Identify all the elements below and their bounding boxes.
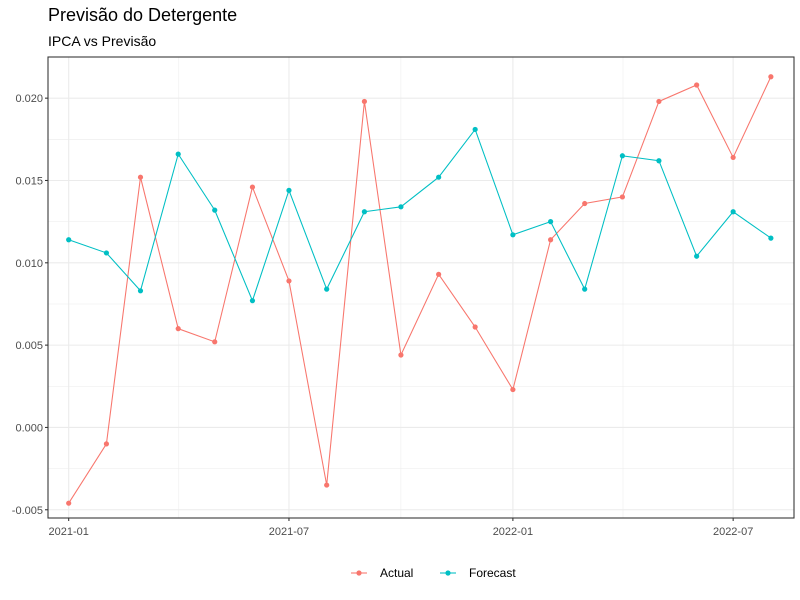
data-point-actual bbox=[286, 278, 292, 284]
data-point-forecast bbox=[66, 237, 72, 243]
data-point-forecast bbox=[436, 174, 442, 180]
legend-key-point bbox=[445, 570, 451, 576]
y-tick-label: 0.020 bbox=[15, 93, 43, 105]
data-point-actual bbox=[510, 386, 516, 393]
data-point-actual bbox=[212, 339, 218, 345]
data-point-actual bbox=[656, 98, 662, 105]
data-point-actual bbox=[103, 441, 110, 447]
legend-label: Forecast bbox=[469, 566, 516, 580]
data-point-forecast bbox=[137, 288, 144, 294]
data-point-forecast bbox=[694, 253, 700, 259]
data-point-forecast bbox=[324, 286, 330, 292]
data-point-actual bbox=[730, 154, 736, 161]
data-point-forecast bbox=[286, 187, 292, 193]
chart-title: Previsão do Detergente bbox=[48, 5, 238, 25]
data-point-actual bbox=[472, 324, 478, 330]
data-point-forecast bbox=[472, 126, 478, 133]
data-point-forecast bbox=[175, 151, 181, 157]
x-tick-label: 2022-07 bbox=[713, 526, 753, 538]
series-line-actual bbox=[68, 76, 772, 504]
data-point-forecast bbox=[619, 153, 626, 159]
data-point-actual bbox=[249, 184, 256, 190]
data-point-actual bbox=[436, 271, 442, 277]
chart-subtitle: IPCA vs Previsão bbox=[48, 33, 157, 49]
series-line-forecast bbox=[68, 128, 772, 303]
data-point-forecast bbox=[361, 209, 368, 215]
y-tick-label: 0.005 bbox=[15, 340, 43, 352]
data-point-actual bbox=[582, 200, 588, 207]
legend-label: Actual bbox=[380, 566, 413, 580]
data-point-forecast bbox=[582, 286, 588, 292]
data-point-actual bbox=[324, 482, 330, 488]
data-point-forecast bbox=[212, 207, 218, 213]
data-point-actual bbox=[175, 326, 181, 332]
legend-item-forecast: Forecast bbox=[440, 566, 516, 580]
legend-key-point bbox=[356, 570, 362, 576]
legend: Actual Forecast bbox=[351, 566, 516, 580]
axes: -0.005 0.000 0.005 0.010 0.015 0.020 2021-01 20… bbox=[12, 93, 754, 538]
legend-item-actual: Actual bbox=[351, 566, 413, 580]
y-tick-label: 0.000 bbox=[15, 422, 43, 434]
data-point-forecast bbox=[730, 209, 736, 215]
plot-panel-border bbox=[47, 56, 795, 519]
data-point-actual bbox=[66, 500, 72, 506]
x-tick-label: 2021-07 bbox=[269, 526, 309, 538]
data-point-actual bbox=[548, 237, 554, 243]
data-point-actual bbox=[398, 352, 404, 358]
data-point-forecast bbox=[548, 219, 554, 225]
x-tick-label: 2021-01 bbox=[49, 526, 89, 538]
data-point-forecast bbox=[103, 250, 110, 256]
series-layer bbox=[66, 74, 774, 506]
data-point-forecast bbox=[398, 204, 404, 210]
data-point-actual bbox=[137, 174, 144, 180]
y-tick-label: 0.010 bbox=[15, 258, 43, 270]
major-gridlines bbox=[48, 57, 794, 518]
data-point-forecast bbox=[656, 158, 662, 164]
data-point-actual bbox=[768, 74, 774, 80]
minor-gridlines bbox=[48, 57, 794, 518]
data-point-actual bbox=[361, 98, 368, 105]
data-point-actual bbox=[694, 82, 700, 88]
data-point-forecast bbox=[510, 232, 516, 238]
data-point-actual bbox=[619, 194, 626, 200]
data-point-forecast bbox=[768, 235, 774, 241]
y-tick-label: -0.005 bbox=[12, 505, 43, 517]
data-point-forecast bbox=[249, 298, 256, 304]
x-tick-label: 2022-01 bbox=[493, 526, 533, 538]
y-tick-label: 0.015 bbox=[15, 175, 43, 187]
